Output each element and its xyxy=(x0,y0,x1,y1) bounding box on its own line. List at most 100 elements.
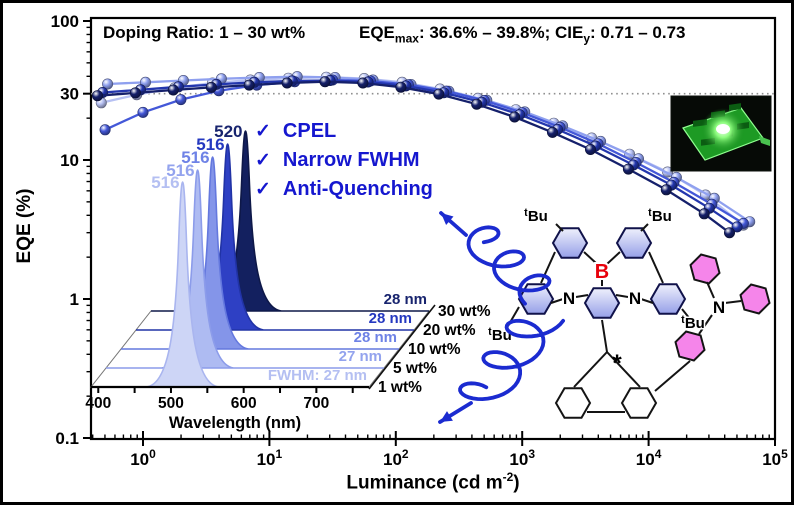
triarylamine-phenyl-ring xyxy=(674,330,706,362)
data-point-marker xyxy=(319,76,331,88)
checklist-label: Narrow FWHM xyxy=(282,149,420,171)
data-point-marker xyxy=(137,106,149,118)
chiral-center-label: * xyxy=(612,350,622,377)
data-point-marker xyxy=(546,126,558,138)
tbu-substituent-label: tBu xyxy=(524,207,548,225)
data-point-marker xyxy=(102,78,114,90)
x-tick-label: 103 xyxy=(509,447,535,469)
x-tick-label: 102 xyxy=(383,447,409,469)
bond xyxy=(573,351,608,388)
inset-x-tick-label: 500 xyxy=(158,395,184,412)
eqe-curves xyxy=(92,71,756,239)
x-axis-label-text: Luminance (cd m xyxy=(346,472,503,494)
data-point-marker xyxy=(205,81,217,93)
doping-level-label: 1 wt% xyxy=(378,379,422,396)
data-point-marker xyxy=(175,94,187,106)
fluorene-ring xyxy=(620,387,658,419)
aromatic-ring xyxy=(649,283,687,315)
cp-light-spiral-arrows xyxy=(438,211,565,424)
eqe-subscript: max xyxy=(394,31,419,46)
data-point-marker xyxy=(129,87,141,99)
x-tick-label: 100 xyxy=(130,447,156,469)
x-axis-label: Luminance (cd m-2) xyxy=(91,470,775,494)
eqe-range-text: : 36.6% – 39.8%; CIE xyxy=(418,23,584,42)
x-axis-label-close: ) xyxy=(513,472,520,494)
check-icon: ✓ xyxy=(255,179,271,200)
amine-nitrogen-label: N xyxy=(713,298,725,317)
checklist-item-cpel: ✓ CPEL xyxy=(255,117,433,146)
checklist-item-narrow-fwhm: ✓ Narrow FWHM xyxy=(255,146,433,175)
data-point-marker xyxy=(433,88,445,100)
device-photo xyxy=(670,95,772,172)
data-point-marker xyxy=(731,221,743,233)
bond xyxy=(601,319,608,353)
data-point-marker xyxy=(92,90,104,102)
data-point-marker xyxy=(723,227,735,239)
bond xyxy=(583,251,598,265)
cie-subscript: y xyxy=(583,31,591,46)
bond xyxy=(555,223,564,232)
bond xyxy=(640,223,649,232)
checklist-item-anti-quenching: ✓ Anti-Quenching xyxy=(255,175,433,204)
fwhm-label: 28 nm xyxy=(384,291,427,308)
eqe-cie-title: EQEmax: 36.6% – 39.8%; CIEy: 0.71 – 0.73 xyxy=(359,23,686,45)
cp-spiral-top xyxy=(466,225,552,306)
bond xyxy=(640,298,654,304)
aromatic-ring xyxy=(551,227,589,259)
cie-range-text: : 0.71 – 0.73 xyxy=(590,23,686,42)
fwhm-label: 28 nm xyxy=(369,310,412,327)
y-tick-label: 30 xyxy=(60,85,79,104)
checklist-label: Anti-Quenching xyxy=(282,178,433,200)
y-tick-label: 10 xyxy=(60,151,79,170)
inset-x-tick-label: 700 xyxy=(303,395,329,412)
doping-level-label: 10 wt% xyxy=(408,341,461,358)
doping-level-label: 30 wt% xyxy=(438,303,491,320)
cp-spiral-bottom xyxy=(458,318,565,402)
peak-wavelength-label: 520 xyxy=(214,122,242,141)
doping-level-label: 5 wt% xyxy=(393,360,437,377)
data-point-marker xyxy=(167,84,179,96)
peak-wavelength-label: 516 xyxy=(181,148,209,167)
x-tick-label: 101 xyxy=(257,447,283,469)
feature-checklist: ✓ CPEL ✓ Narrow FWHM ✓ Anti-Quenching xyxy=(255,117,433,204)
bond xyxy=(606,251,621,265)
el-spectrum-1wt% xyxy=(91,181,369,388)
check-icon: ✓ xyxy=(255,121,271,142)
data-point-marker xyxy=(99,124,111,136)
data-point-marker xyxy=(243,79,255,91)
nitrogen-atom-label: N xyxy=(629,289,641,308)
inset-x-tick-label: 400 xyxy=(85,395,111,412)
x-axis-label-exponent: -2 xyxy=(502,470,514,484)
data-point-marker xyxy=(660,184,672,196)
fwhm-label: 28 nm xyxy=(354,329,397,346)
checklist-label: CPEL xyxy=(282,120,337,142)
bond xyxy=(724,300,742,304)
data-point-marker xyxy=(357,77,369,89)
x-tick-label: 104 xyxy=(636,447,662,469)
data-point-marker xyxy=(281,77,293,89)
data-point-marker xyxy=(622,163,634,175)
data-point-marker xyxy=(509,111,521,123)
y-tick-label: 100 xyxy=(51,12,79,31)
check-icon: ✓ xyxy=(255,150,271,171)
tbu-substituent-label: tBu xyxy=(681,314,705,332)
y-tick-label: 0.1 xyxy=(55,429,79,448)
aromatic-ring xyxy=(615,227,653,259)
x-tick-label: 105 xyxy=(762,447,788,469)
tbu-substituent-label: tBu xyxy=(648,207,672,225)
y-axis-label-text: EQE (%) xyxy=(14,188,35,264)
electrode-pad xyxy=(729,103,741,111)
emitting-pixel xyxy=(716,124,730,134)
bond xyxy=(615,294,629,298)
bond xyxy=(654,360,691,392)
triarylamine-phenyl-ring xyxy=(739,283,771,315)
contact-clip xyxy=(759,136,770,146)
bond xyxy=(706,281,715,299)
doping-ratio-text: Doping Ratio: 1 – 30 wt% xyxy=(103,23,306,42)
data-point-marker xyxy=(584,144,596,156)
spectra-inset: 520 28 nm 30 wt% 516 28 nm 20 wt% 516 28 nm 10 w… xyxy=(85,122,490,432)
nitrogen-atom-label: N xyxy=(563,289,575,308)
bond xyxy=(540,251,556,284)
